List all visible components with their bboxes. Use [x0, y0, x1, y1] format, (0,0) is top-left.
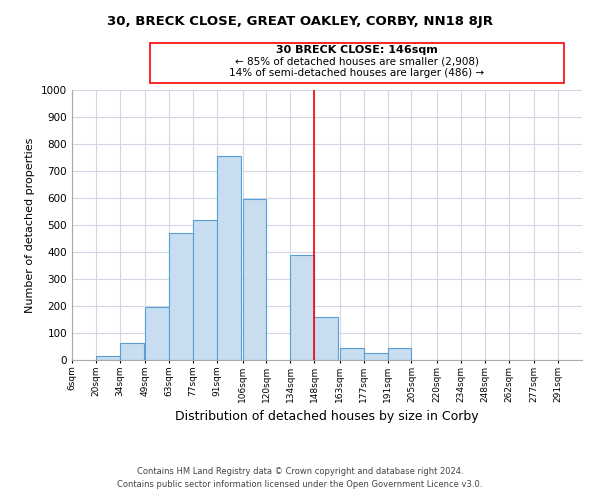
Bar — [120, 344, 143, 360]
Text: Size of property relative to detached houses in Corby: Size of property relative to detached ho… — [151, 48, 449, 58]
Bar — [388, 348, 412, 360]
Bar — [145, 307, 169, 360]
Bar — [193, 220, 217, 360]
Text: Contains public sector information licensed under the Open Government Licence v3: Contains public sector information licen… — [118, 480, 482, 489]
Text: Contains HM Land Registry data © Crown copyright and database right 2024.: Contains HM Land Registry data © Crown c… — [137, 467, 463, 476]
Bar — [314, 317, 338, 360]
X-axis label: Distribution of detached houses by size in Corby: Distribution of detached houses by size … — [175, 410, 479, 424]
Bar — [340, 348, 364, 360]
Bar — [242, 198, 266, 360]
Bar — [290, 254, 314, 360]
Y-axis label: Number of detached properties: Number of detached properties — [25, 138, 35, 312]
Text: 14% of semi-detached houses are larger (486) →: 14% of semi-detached houses are larger (… — [229, 68, 485, 78]
Bar — [364, 353, 388, 360]
Text: 30, BRECK CLOSE, GREAT OAKLEY, CORBY, NN18 8JR: 30, BRECK CLOSE, GREAT OAKLEY, CORBY, NN… — [107, 15, 493, 28]
Bar — [169, 233, 193, 360]
Bar — [96, 356, 120, 360]
Bar — [217, 156, 241, 360]
Text: 30 BRECK CLOSE: 146sqm: 30 BRECK CLOSE: 146sqm — [276, 45, 438, 55]
Text: ← 85% of detached houses are smaller (2,908): ← 85% of detached houses are smaller (2,… — [235, 56, 479, 66]
